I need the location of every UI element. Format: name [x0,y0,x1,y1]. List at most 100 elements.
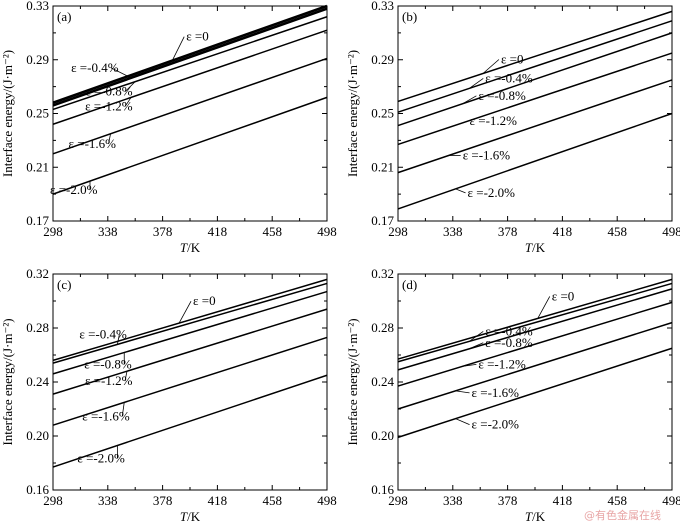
y-tick-label: 0.29 [26,52,49,67]
x-tick-label: 498 [317,493,337,508]
panel-label: (a) [57,9,71,24]
y-tick-label: 0.28 [371,320,394,335]
panel-label: (d) [402,277,417,292]
series-line [397,10,673,103]
chart-panel-d: 298 338 378 418 458 498 0.16 0.20 0.24 0.28 0.32 T/… [345,266,680,524]
x-tick-label: 418 [208,493,228,508]
x-tick-label: 298 [388,493,408,508]
x-tick-label: 298 [43,224,63,239]
series-leader-line [455,390,470,394]
x-tick-label: 458 [607,224,627,239]
series-leader-line [124,97,132,107]
y-tick-label: 0.20 [371,428,394,443]
series-line [397,301,673,387]
series-leader-line [108,133,111,144]
x-axis-label: T/K [180,509,201,524]
series-leader-line [462,363,477,367]
y-tick-label: 0.33 [26,0,49,13]
series-line [52,282,328,364]
series-leader-line [455,120,468,126]
series-leader-line [462,95,477,105]
series-label: ε =0 [193,293,216,308]
series-line [397,79,673,174]
y-tick-label: 0.17 [26,213,49,228]
series-line [397,52,673,146]
y-tick-label: 0.16 [371,482,394,497]
series-label: ε =-1.2% [85,373,133,388]
x-axis-label-unit: /K [187,240,201,255]
series-line [397,32,673,127]
series-leader-line [171,36,185,61]
y-axis-label: Interface energy/(J·m⁻²) [0,50,15,177]
y-tick-label: 0.29 [371,52,394,67]
series-leader-line [469,331,484,342]
series-leader-line [469,78,484,89]
x-axis-label-symbol: T [180,240,188,255]
series-label: ε =0 [186,29,209,44]
series-leader-line [455,188,466,194]
y-tick-label: 0.21 [371,159,394,174]
panel-label: (c) [57,277,71,292]
series-line [52,290,328,375]
x-tick-label: 458 [262,493,282,508]
series-label: ε =-1.2% [478,356,526,371]
series-line [397,112,673,210]
y-axis-label: Interface energy/(J·m⁻²) [345,318,360,445]
y-tick-label: 0.16 [26,482,49,497]
x-axis-label-unit: /K [187,509,201,524]
series-label: ε =-0.8% [485,335,533,350]
chart-panel-a: 298 338 378 418 458 498 0.17 0.21 0.25 0.29 0.33 T/… [0,0,337,255]
y-tick-label: 0.17 [371,213,394,228]
series-line [52,374,328,468]
x-tick-label: 498 [662,224,680,239]
series-leader-line [469,342,484,350]
series-label: ε =-0.4% [79,326,127,341]
chart-panel-b: 298 338 378 418 458 498 0.17 0.21 0.25 0.29 0.33 T/… [345,0,680,255]
series-label: ε =-2.0% [472,417,520,432]
x-axis-label-symbol: T [525,240,533,255]
x-tick-label: 338 [98,224,118,239]
y-tick-label: 0.33 [371,0,394,13]
x-tick-label: 338 [443,224,463,239]
x-axis-label-unit: /K [532,509,546,524]
x-tick-label: 298 [43,493,63,508]
series-line [52,4,328,104]
y-tick-label: 0.20 [26,428,49,443]
series-label: ε =-2.0% [468,185,516,200]
series-label: ε =-1.6% [463,147,511,162]
series-leader-line [178,300,192,324]
series-label: ε =-1.2% [470,113,518,128]
x-axis-label: T/K [180,240,201,255]
series-leader-line [124,81,136,92]
x-tick-label: 418 [208,224,228,239]
y-tick-label: 0.32 [26,266,49,281]
y-tick-label: 0.25 [371,106,394,121]
series-label: ε =-1.6% [472,385,520,400]
x-tick-label: 498 [662,493,680,508]
series-leader-line [455,418,470,426]
x-tick-label: 338 [98,493,118,508]
plot-frame [397,273,673,491]
series-line [52,16,328,111]
series-label: ε =-0.4% [485,70,533,85]
series-label: ε =-1.6% [69,136,117,151]
panel-label: (b) [402,9,417,24]
series-line [397,282,673,363]
x-tick-label: 338 [443,493,463,508]
series-label: ε =0 [501,51,524,66]
series-line [52,336,328,426]
x-tick-label: 378 [153,224,173,239]
x-tick-label: 298 [388,224,408,239]
x-tick-label: 378 [498,493,518,508]
series-leader-line [116,334,120,345]
x-axis-label-symbol: T [180,509,188,524]
series-line [52,308,328,395]
chart-panel-c: 298 338 378 418 458 498 0.16 0.20 0.24 0.28 0.32 T/… [0,266,337,524]
x-axis-label: T/K [525,509,546,524]
series-label: ε =-1.2% [85,98,133,113]
series-line [397,321,673,410]
series-label: ε =-0.4% [485,323,533,338]
x-tick-label: 418 [553,224,573,239]
